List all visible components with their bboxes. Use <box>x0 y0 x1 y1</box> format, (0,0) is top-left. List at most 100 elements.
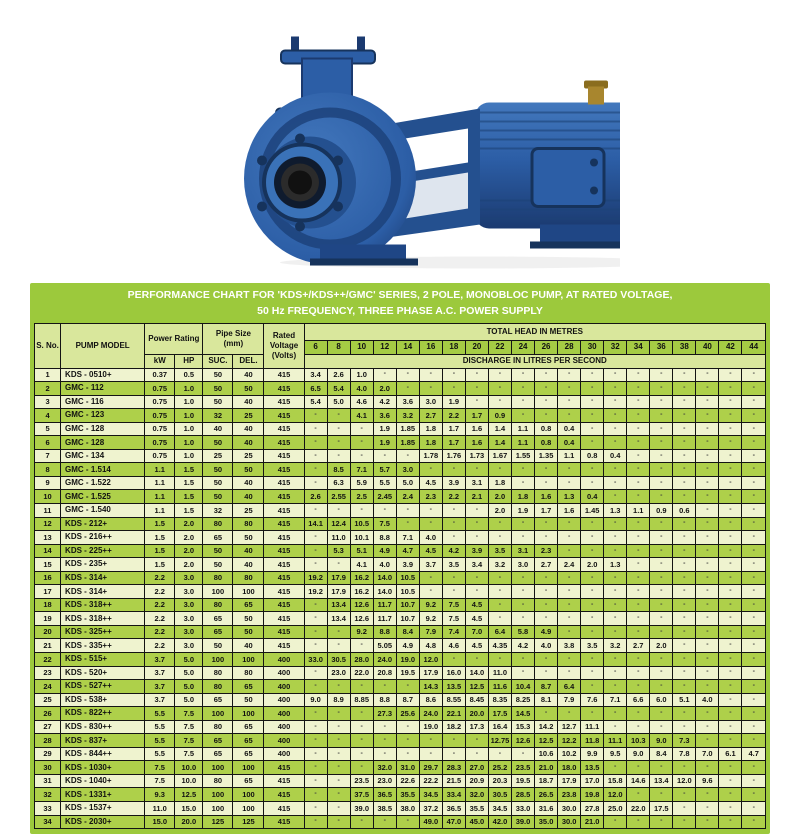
discharge-cell: 13.5 <box>441 679 466 694</box>
kw-cell: 3.7 <box>144 665 176 681</box>
volts-cell: 415 <box>263 597 305 613</box>
header-row-units: kW HP SUC. DEL. DISCHARGE IN LITRES PER … <box>35 353 767 369</box>
table-row: 22 KDS - 515+ 3.7 5.0 100 100 400 33.0 30.5 28.0 2… <box>33 652 766 667</box>
discharge-cell: 0.9 <box>487 408 513 423</box>
discharge-cell: 3.2 <box>603 638 628 653</box>
discharge-cell: - <box>741 502 766 518</box>
table-row: 9 GMC - 1.522 1.1 1.5 50 40 415-6.3 5.9 5.5 5.0 4.… <box>33 475 766 491</box>
del-cell: 40 <box>232 394 265 410</box>
discharge-cell: - <box>303 787 328 802</box>
discharge-cell: - <box>534 394 559 410</box>
discharge-cell: - <box>672 394 697 410</box>
discharge-cell: 7.9 <box>418 624 443 640</box>
discharge-cell: - <box>557 611 582 626</box>
model-cell: KDS - 1537+ <box>60 801 146 816</box>
discharge-cell: - <box>441 570 466 586</box>
sno-cell: 20 <box>33 624 62 640</box>
model-cell: KDS - 314+ <box>60 584 146 599</box>
col-header-pipe-size: Pipe Size (mm) <box>202 322 265 355</box>
discharge-cell: - <box>580 543 605 559</box>
discharge-cell: - <box>603 719 628 735</box>
discharge-cell: - <box>672 435 697 450</box>
discharge-cell: 18.0 <box>557 760 582 775</box>
discharge-cell: - <box>649 597 674 613</box>
discharge-cell: 1.4 <box>487 435 513 450</box>
discharge-cell: - <box>718 421 743 437</box>
head-col-8: 8 <box>326 339 351 355</box>
sno-cell: 29 <box>33 746 62 762</box>
discharge-cell: - <box>695 638 720 653</box>
discharge-cell: - <box>626 475 651 491</box>
discharge-cell: - <box>741 814 766 830</box>
discharge-cell: 5.4 <box>303 394 328 410</box>
kw-cell: 1.1 <box>144 502 176 518</box>
head-col-24: 24 <box>510 339 536 355</box>
sno-cell: 31 <box>33 773 62 789</box>
discharge-cell: 2.45 <box>372 489 397 504</box>
discharge-cell: 14.1 <box>303 516 328 532</box>
discharge-cell: - <box>580 570 605 586</box>
discharge-cell: 8.85 <box>349 692 374 708</box>
discharge-cell: 4.1 <box>349 557 374 572</box>
hp-cell: 2.0 <box>174 516 204 532</box>
discharge-cell: - <box>672 679 697 694</box>
discharge-cell: - <box>649 787 674 802</box>
suc-cell: 50 <box>202 489 234 504</box>
model-cell: KDS - 515+ <box>60 652 146 667</box>
discharge-cell: 2.7 <box>534 557 559 572</box>
hp-cell: 2.0 <box>174 557 204 572</box>
discharge-cell: 2.6 <box>303 489 328 504</box>
discharge-cell: 13.4 <box>326 611 351 626</box>
discharge-cell: - <box>603 462 628 477</box>
discharge-cell: - <box>695 679 720 694</box>
discharge-cell: 15.8 <box>603 773 628 789</box>
discharge-cell: - <box>372 502 397 518</box>
del-cell: 40 <box>232 557 265 572</box>
kw-cell: 0.75 <box>144 435 176 450</box>
hp-cell: 1.5 <box>174 502 204 518</box>
discharge-cell: - <box>510 367 536 383</box>
discharge-cell: 3.2 <box>487 557 513 572</box>
discharge-cell: - <box>718 706 743 721</box>
discharge-cell: 19.0 <box>418 719 443 735</box>
discharge-cell: 27.3 <box>372 706 397 721</box>
discharge-cell: - <box>603 679 628 694</box>
discharge-cell: 20.8 <box>372 665 397 681</box>
table-row: 29 KDS - 844++ 5.5 7.5 65 65 400- - - - - - - - - -10.6… <box>33 746 766 762</box>
suc-cell: 65 <box>202 624 234 640</box>
discharge-cell: - <box>649 679 674 694</box>
discharge-cell: - <box>534 706 559 721</box>
discharge-cell: 12.2 <box>557 733 582 748</box>
discharge-cell: 10.7 <box>395 611 420 626</box>
discharge-cell: 25.2 <box>487 760 513 775</box>
discharge-cell: - <box>534 652 559 667</box>
volts-cell: 400 <box>263 733 305 748</box>
discharge-cell: - <box>603 584 628 599</box>
discharge-cell: - <box>557 584 582 599</box>
discharge-cell: 19.0 <box>395 652 420 667</box>
discharge-cell: 23.0 <box>372 773 397 789</box>
table-row: 3 GMC - 116 0.75 1.0 50 40 415 5.4 5.0 4.6 4.2 3.6 3… <box>33 394 766 410</box>
discharge-cell: - <box>626 584 651 599</box>
discharge-cell: 35.5 <box>395 787 420 802</box>
discharge-cell: 13.4 <box>326 597 351 613</box>
discharge-cell: - <box>672 530 697 545</box>
discharge-cell: 16.2 <box>349 570 374 586</box>
discharge-cell: - <box>326 448 351 464</box>
discharge-cell: - <box>649 475 674 491</box>
discharge-cell: - <box>349 679 374 694</box>
pump-photo <box>180 8 778 273</box>
sno-cell: 21 <box>33 638 62 653</box>
sno-cell: 3 <box>33 394 62 410</box>
del-cell: 40 <box>232 489 265 504</box>
discharge-cell: - <box>603 706 628 721</box>
discharge-cell: - <box>672 652 697 667</box>
discharge-cell: - <box>672 557 697 572</box>
discharge-cell: - <box>349 719 374 735</box>
discharge-cell: - <box>718 665 743 681</box>
discharge-cell: - <box>464 733 489 748</box>
discharge-cell: - <box>580 652 605 667</box>
discharge-cell: 17.5 <box>487 706 513 721</box>
discharge-cell: - <box>718 570 743 586</box>
head-col-6: 6 <box>303 339 328 355</box>
